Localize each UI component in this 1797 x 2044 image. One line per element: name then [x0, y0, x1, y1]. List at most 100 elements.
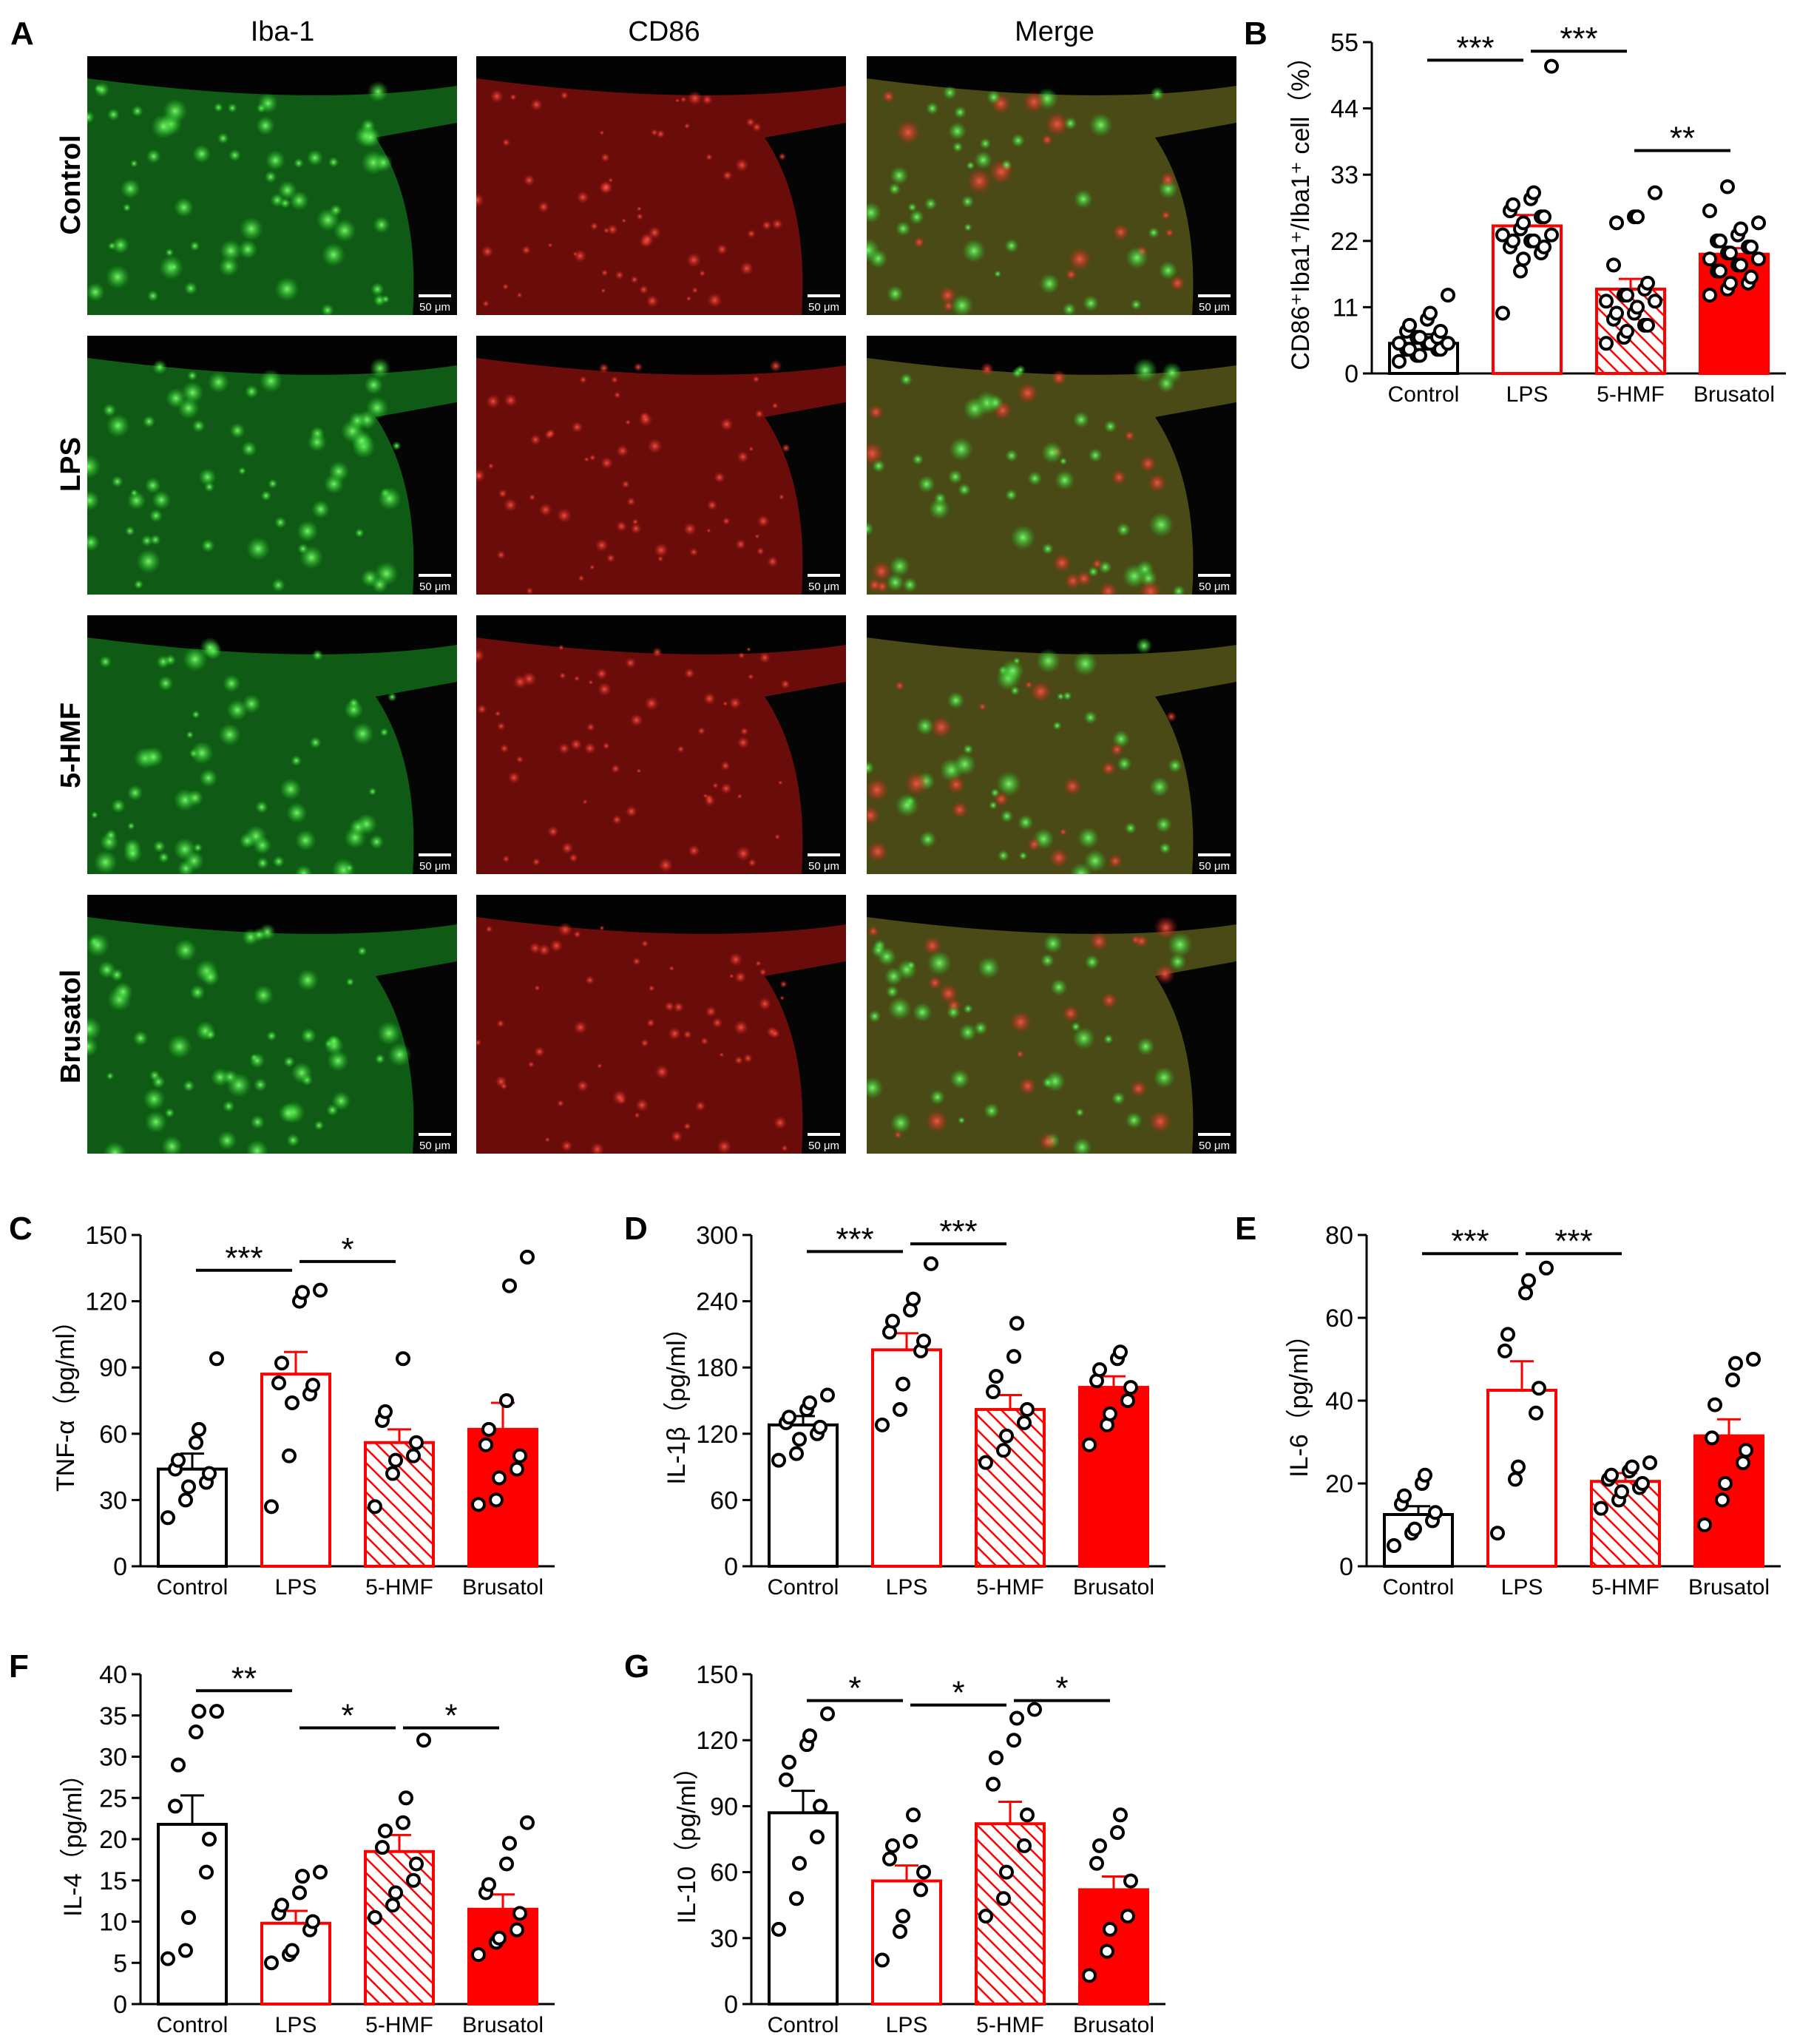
- data-point: [502, 1278, 517, 1293]
- data-point: [1733, 257, 1748, 273]
- y-tick-label: 25: [99, 1784, 127, 1813]
- data-point: [399, 1790, 413, 1806]
- data-point: [906, 1291, 921, 1307]
- data-point: [896, 1376, 910, 1392]
- data-point: [1736, 1455, 1750, 1470]
- column-label-cd86: CD86: [628, 16, 700, 47]
- x-tick-label: Brusatol: [462, 2013, 544, 2037]
- data-point: [1392, 336, 1407, 351]
- data-point: [1609, 305, 1624, 321]
- y-tick-label: 11: [1333, 294, 1358, 322]
- data-point: [1009, 1316, 1024, 1331]
- data-point: [1100, 1943, 1114, 1959]
- x-tick-label: Brusatol: [1073, 2013, 1154, 2037]
- data-point: [978, 1909, 993, 1924]
- y-axis-label: CD86⁺Iba1⁺/Iba1⁺ cell（%）: [1287, 44, 1315, 370]
- data-point: [789, 1891, 804, 1906]
- y-tick-label: 30: [99, 1486, 127, 1515]
- data-point: [882, 1851, 897, 1867]
- data-point: [1402, 342, 1417, 357]
- data-point: [189, 1435, 203, 1450]
- x-tick-label: Brusatol: [462, 1575, 544, 1600]
- significance-label: **: [1670, 121, 1695, 157]
- data-point: [171, 1757, 186, 1773]
- chart-f: 0 5 10 15 20 25 30 35 40 IL-4（pg/ml） Control LPS 5-H…: [59, 1660, 555, 2037]
- data-point: [478, 1437, 493, 1452]
- data-point: [782, 1754, 796, 1770]
- data-point: [916, 1333, 931, 1349]
- y-tick-label: 44: [1330, 95, 1358, 123]
- data-point: [178, 1943, 193, 1958]
- significance-label: ***: [1560, 21, 1597, 57]
- data-point: [1544, 227, 1559, 243]
- scale-bar-label: 50 μm: [419, 1140, 450, 1152]
- data-point: [1625, 1459, 1639, 1475]
- data-point: [1640, 317, 1655, 333]
- y-tick-label: 20: [1325, 1470, 1353, 1498]
- data-point: [916, 1864, 931, 1880]
- data-point: [1635, 1476, 1650, 1491]
- x-tick-label: LPS: [1506, 382, 1549, 407]
- data-point: [285, 1943, 300, 1958]
- scale-bar-label: 50 μm: [419, 301, 450, 314]
- data-point: [1630, 209, 1645, 225]
- data-point: [471, 1947, 486, 1963]
- data-point: [792, 1855, 807, 1871]
- data-point: [1518, 1285, 1533, 1301]
- y-tick-label: 22: [1330, 228, 1358, 256]
- data-point: [1537, 209, 1551, 225]
- x-tick-label: LPS: [886, 1575, 928, 1600]
- x-tick-label: Control: [768, 2013, 839, 2037]
- data-point: [1648, 294, 1662, 309]
- scale-bar-label: 50 μm: [419, 581, 450, 593]
- data-point: [1412, 330, 1427, 345]
- row-label-lps: LPS: [55, 437, 87, 492]
- data-point: [499, 1856, 514, 1872]
- y-tick-label: 0: [113, 1553, 127, 1581]
- data-point: [1648, 185, 1662, 200]
- data-point: [820, 1706, 835, 1722]
- data-point: [1620, 288, 1634, 303]
- data-point: [1728, 1356, 1743, 1371]
- data-point: [1702, 203, 1717, 219]
- panel-a: A Iba-1 CD86 Merge Control LPS 5-HMF Bru…: [10, 16, 1236, 1154]
- x-tick-label: 5-HMF: [365, 2013, 433, 2037]
- micrograph-cd86-0: 50 μm: [476, 56, 846, 315]
- y-axis-label: IL-1β（pg/ml）: [663, 1315, 691, 1484]
- data-point: [1744, 239, 1759, 254]
- significance-label: ***: [1456, 30, 1494, 66]
- data-point: [202, 1466, 217, 1481]
- data-point: [1723, 246, 1738, 261]
- data-point: [409, 1856, 424, 1872]
- y-tick-label: 5: [113, 1949, 127, 1977]
- data-point: [782, 1410, 796, 1425]
- data-point: [875, 1417, 890, 1432]
- data-point: [903, 1833, 918, 1849]
- y-tick-label: 0: [1344, 360, 1358, 388]
- data-point: [274, 1898, 289, 1913]
- data-point: [792, 1432, 807, 1447]
- x-tick-label: Brusatol: [1688, 1575, 1770, 1600]
- data-point: [802, 1395, 817, 1410]
- data-point: [1526, 233, 1541, 248]
- data-point: [520, 1249, 535, 1265]
- panel-letter-a: A: [10, 16, 34, 52]
- data-point: [181, 1479, 196, 1495]
- data-point: [1723, 275, 1738, 291]
- data-point: [1609, 215, 1624, 231]
- data-point: [996, 1891, 1011, 1906]
- y-tick-label: 33: [1330, 161, 1358, 189]
- x-tick-label: Control: [1388, 382, 1460, 407]
- data-point: [1739, 1443, 1753, 1458]
- scale-bar-label: 50 μm: [808, 1140, 839, 1152]
- data-point: [1418, 1467, 1432, 1483]
- scale-bar-label: 50 μm: [1199, 860, 1230, 873]
- data-point: [1713, 263, 1727, 279]
- data-point: [1490, 1526, 1505, 1541]
- chart-d: 0 60 120 180 240 300 IL-1β（pg/ml） Control LPS 5-H…: [663, 1214, 1165, 1600]
- y-tick-label: 90: [710, 1793, 738, 1821]
- x-tick-label: Control: [157, 2013, 229, 2037]
- micrograph-merge-3: 50 μm: [867, 895, 1236, 1154]
- data-point: [1020, 1401, 1035, 1417]
